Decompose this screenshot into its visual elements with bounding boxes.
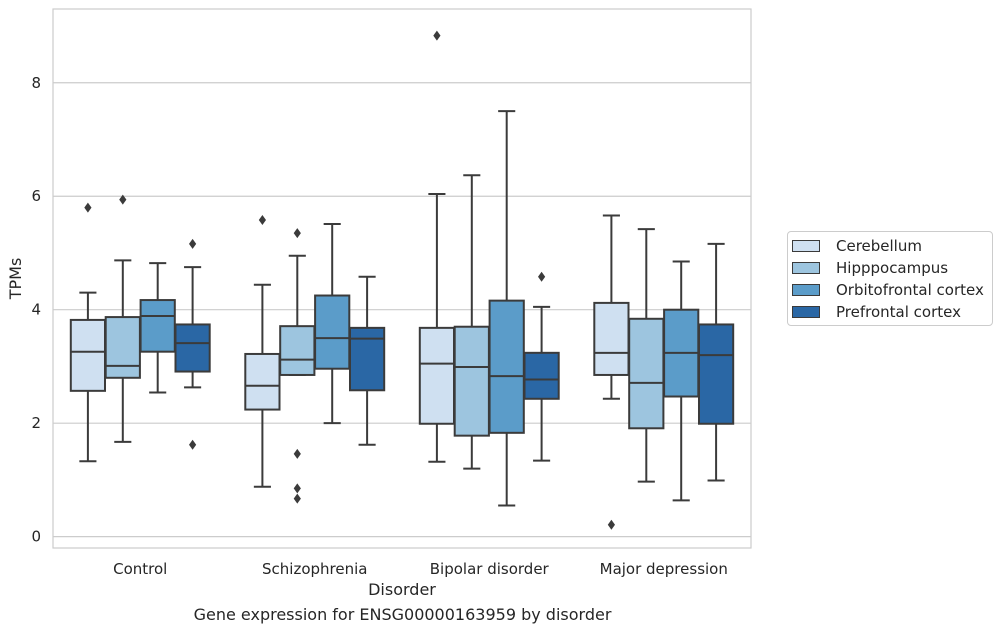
box-3-2 [314,294,351,370]
box-1-1 [69,318,107,392]
legend-label-cerebellum: Cerebellum [836,237,922,255]
outlier-point [433,30,441,41]
legend-item-prefrontal: Prefrontal cortex [792,302,961,322]
x-axis-label: Disorder [368,580,436,599]
box-2-4 [628,317,665,430]
box-3-3 [488,299,525,434]
outlier-point [189,439,197,450]
y-axis-label: TPMs [6,258,25,301]
x-tick-label: Control [113,560,167,578]
outlier-point [607,519,615,530]
outlier-point [538,271,546,282]
box-2-1 [104,316,141,379]
y-tick-label: 8 [31,74,41,92]
chart-caption: Gene expression for ENSG00000163959 by d… [193,605,612,624]
outlier-point [293,448,301,459]
outlier-point [119,194,127,205]
legend-swatch-orbitofrontal [792,284,820,296]
box-4-3 [523,351,560,400]
plot-frame [52,8,752,549]
legend-swatch-cerebellum [792,240,820,252]
box-4-4 [697,323,735,425]
box-1-2 [244,352,281,411]
legend-item-cerebellum: Cerebellum [792,236,922,256]
legend: Cerebellum Hipppocampus Orbitofrontal co… [787,231,993,326]
x-tick-label: Major depression [600,560,728,578]
outlier-point [293,493,301,504]
outlier-point [84,202,92,213]
box-2-3 [453,325,490,437]
x-tick-label: Bipolar disorder [430,560,550,578]
legend-item-hippocampus: Hipppocampus [792,258,948,278]
legend-label-orbitofrontal: Orbitofrontal cortex [836,281,984,299]
y-tick-label: 0 [31,528,41,546]
box-4-2 [348,326,386,392]
y-tick-label: 6 [31,187,41,205]
legend-label-hippocampus: Hipppocampus [836,259,949,277]
legend-item-orbitofrontal: Orbitofrontal cortex [792,280,984,300]
box-3-1 [139,299,176,353]
box-1-3 [418,326,456,425]
y-tick-label: 4 [31,301,41,319]
legend-label-prefrontal: Prefrontal cortex [836,303,961,321]
legend-swatch-hippocampus [792,262,820,274]
y-tick-label: 2 [31,414,41,432]
box-2-2 [279,325,316,376]
outlier-point [293,228,301,239]
outlier-point [258,215,266,226]
outlier-point [293,483,301,494]
box-4-1 [174,323,211,373]
x-tick-label: Schizophrenia [262,560,367,578]
legend-swatch-prefrontal [792,306,820,318]
outlier-point [189,238,197,249]
box-1-4 [593,301,630,376]
